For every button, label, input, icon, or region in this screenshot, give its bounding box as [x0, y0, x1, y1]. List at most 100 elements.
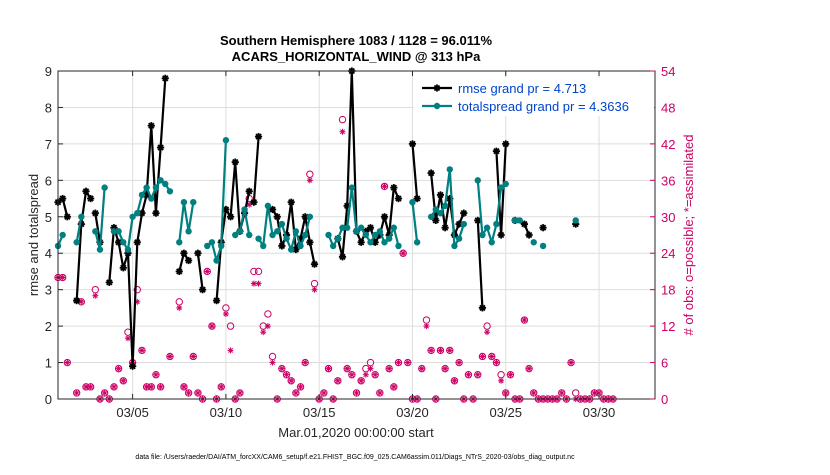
obs-assimilated-point-stroke: [349, 372, 355, 378]
rmse-point: [226, 213, 235, 221]
rmse-point-stroke: [292, 246, 300, 253]
spread-point: [110, 228, 118, 235]
obs-assimilated-point-stroke: [195, 390, 201, 396]
obs-assimilated-point-stroke: [526, 366, 532, 372]
obs-assimilated-point: [395, 359, 402, 366]
obs-possible-point: [189, 352, 197, 361]
spread-point: [516, 217, 523, 224]
rmse-point-stroke: [339, 253, 346, 261]
spread-point: [143, 184, 150, 191]
spread-point: [483, 224, 491, 231]
spread-point: [493, 220, 500, 228]
y-tick-label: 1: [45, 356, 52, 371]
obs-assimilated-point: [278, 365, 285, 372]
obs-assimilated-point-stroke: [279, 366, 285, 372]
rmse-point: [492, 147, 501, 155]
y-right-tick-label: 30: [661, 210, 675, 225]
obs-assimilated-point-stroke: [423, 323, 429, 329]
obs-assimilated-point-stroke: [489, 354, 495, 359]
rmse-point: [231, 158, 239, 166]
rmse-point: [180, 249, 188, 257]
y-right-tick-label: 54: [661, 64, 675, 79]
rmse-point-stroke: [199, 286, 206, 293]
obs-assimilated-point-stroke: [447, 347, 453, 353]
obs-assimilated-point: [110, 383, 117, 390]
rmse-point: [273, 213, 281, 221]
obs-possible-point: [166, 352, 174, 361]
rmse-point-stroke: [82, 188, 90, 195]
obs-assimilated-point: [442, 365, 449, 372]
spread-point: [278, 220, 286, 228]
obs-assimilated-point: [479, 353, 486, 360]
rmse-point-stroke: [185, 257, 192, 264]
rmse-point-stroke: [474, 217, 481, 224]
rmse-point-stroke: [87, 195, 94, 202]
rmse-point: [436, 191, 445, 199]
y-tick-label: 5: [45, 210, 52, 225]
obs-assimilated-point: [264, 323, 271, 330]
rmse-point: [502, 140, 510, 148]
rmse-point: [152, 209, 160, 217]
x-tick-label: 03/20: [396, 405, 429, 420]
obs-possible-point: [394, 358, 403, 367]
rmse-point: [133, 238, 141, 246]
obs-assimilated-point-stroke: [568, 360, 574, 366]
legend-rmse-marker: [433, 84, 441, 92]
obs-possible-point: [385, 364, 393, 373]
obs-assimilated-point: [250, 280, 257, 287]
obs-assimilated-point-stroke: [386, 366, 392, 372]
grid-layer: [58, 70, 655, 400]
spread-point: [371, 231, 379, 239]
spread-point: [343, 224, 351, 231]
obs-possible-point: [110, 383, 118, 391]
rmse-point-stroke: [479, 304, 486, 312]
y-tick-label: 6: [45, 173, 52, 188]
obs-assimilated-point: [124, 335, 131, 342]
spread-point: [572, 217, 579, 224]
spread-point: [208, 239, 216, 246]
obs-possible-point: [446, 346, 454, 355]
obs-assimilated-point: [190, 353, 197, 360]
y-right-tick-label: 42: [661, 137, 675, 152]
spread-point: [297, 242, 304, 250]
spread-point: [511, 217, 519, 224]
spread-point: [474, 177, 481, 184]
obs-possible-point: [119, 377, 127, 385]
obs-possible-point: [63, 358, 72, 367]
rmse-point-stroke: [64, 213, 71, 220]
obs-possible-point: [226, 322, 235, 330]
obs-assimilated-point: [157, 383, 164, 390]
rmse-point: [194, 249, 202, 257]
obs-assimilated-point: [498, 377, 505, 384]
obs-possible-point: [558, 389, 566, 397]
obs-possible-point: [194, 389, 202, 397]
obs-assimilated-point: [474, 371, 481, 378]
obs-assimilated-point-stroke: [270, 360, 276, 366]
obs-assimilated-point-stroke: [507, 372, 513, 378]
spread-point: [134, 209, 141, 217]
spread-point: [129, 213, 136, 220]
obs-possible-point: [530, 389, 538, 397]
obs-assimilated-point: [148, 383, 155, 390]
obs-assimilated-point: [446, 347, 453, 354]
obs-assimilated-point-stroke: [521, 317, 527, 323]
rmse-point: [222, 205, 230, 214]
spread-point: [264, 202, 272, 210]
obs-assimilated-point-stroke: [64, 360, 70, 366]
obs-assimilated-point: [451, 377, 458, 384]
obs-assimilated-point-stroke: [218, 384, 224, 390]
obs-assimilated-point: [376, 389, 383, 396]
obs-assimilated-point-stroke: [400, 250, 406, 256]
obs-possible-point: [301, 358, 309, 367]
rmse-line: [252, 136, 260, 203]
obs-possible-point: [567, 358, 575, 367]
spread-point: [59, 231, 66, 239]
obs-assimilated-point: [311, 286, 318, 293]
obs-possible-point: [422, 316, 431, 324]
spread-point: [441, 202, 449, 210]
obs-possible-point: [371, 371, 379, 379]
obs-possible-point: [324, 364, 333, 373]
obs-assimilated-point-stroke: [307, 177, 313, 183]
obs-assimilated-point-stroke: [479, 354, 485, 359]
rmse-point-stroke: [269, 206, 276, 213]
